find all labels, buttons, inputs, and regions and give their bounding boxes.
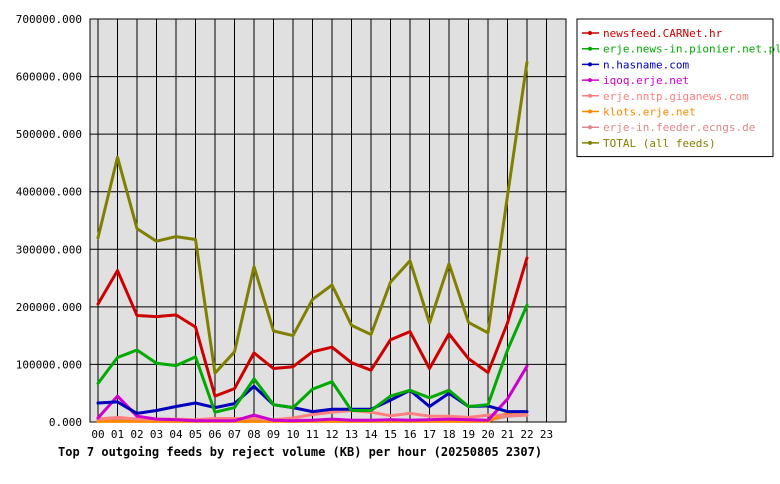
- x-tick-label: 09: [267, 428, 280, 441]
- y-tick-label: 200000.000: [16, 301, 82, 314]
- x-tick-label: 13: [345, 428, 358, 441]
- y-tick-label: 600000.000: [16, 71, 82, 84]
- x-tick-label: 10: [286, 428, 299, 441]
- y-tick-label: 400000.000: [16, 186, 82, 199]
- x-tick-label: 17: [423, 428, 436, 441]
- x-tick-label: 03: [150, 428, 163, 441]
- x-tick-label: 04: [169, 428, 183, 441]
- y-tick-label: 0.000: [49, 416, 82, 429]
- series-line-iqoq-erje-net: [96, 364, 529, 423]
- legend-marker: [588, 109, 592, 114]
- y-tick-label: 500000.000: [16, 128, 82, 141]
- legend-label: newsfeed.CARNet.hr: [603, 27, 723, 40]
- series-lines: [96, 60, 529, 423]
- legend-marker: [588, 46, 592, 51]
- x-tick-label: 12: [325, 428, 338, 441]
- x-tick-label: 05: [189, 428, 202, 441]
- legend-marker: [588, 78, 592, 83]
- legend-label: TOTAL (all feeds): [603, 137, 716, 150]
- x-tick-label: 16: [403, 428, 416, 441]
- x-tick-label: 07: [228, 428, 241, 441]
- legend-label: erje-in.feeder.ecngs.de: [603, 121, 755, 134]
- x-tick-label: 19: [462, 428, 475, 441]
- series-line-newsfeed-carnet-hr: [96, 256, 529, 398]
- legend-label: erje.nntp.giganews.com: [603, 90, 749, 103]
- chart-title: Top 7 outgoing feeds by reject volume (K…: [58, 445, 542, 459]
- legend-marker: [588, 125, 592, 130]
- plot-background: [89, 18, 567, 423]
- legend-label: klots.erje.net: [603, 106, 696, 119]
- series-line-erje-news-in-pionier-net-pl: [96, 303, 529, 414]
- legend-label: n.hasname.com: [603, 58, 689, 71]
- x-tick-label: 23: [540, 428, 553, 441]
- x-tick-label: 02: [130, 428, 143, 441]
- legend-marker: [588, 31, 592, 35]
- x-tick-label: 22: [520, 428, 533, 441]
- legend: newsfeed.CARNet.hr erje.news-in.pionier.n…: [576, 18, 780, 158]
- x-tick-label: 06: [208, 428, 221, 441]
- axes: 0.000 100000.000 200000.000 300000.000 40000…: [16, 13, 553, 441]
- x-tick-label: 11: [306, 428, 319, 441]
- plot-area: [89, 18, 567, 423]
- y-tick-label: 100000.000: [16, 358, 82, 371]
- legend-label: erje.news-in.pionier.net.pl: [603, 43, 780, 56]
- legend-marker: [588, 93, 592, 98]
- x-tick-label: 20: [481, 428, 494, 441]
- x-tick-label: 21: [501, 428, 514, 441]
- y-tick-label: 700000.000: [16, 13, 82, 26]
- x-tick-label: 14: [364, 428, 378, 441]
- legend-marker: [588, 62, 592, 67]
- legend-label: iqoq.erje.net: [603, 74, 689, 87]
- legend-marker: [588, 140, 592, 145]
- x-tick-label: 08: [247, 428, 260, 441]
- x-tick-label: 15: [384, 428, 397, 441]
- y-tick-label: 300000.000: [16, 243, 82, 256]
- legend-box: [576, 18, 774, 158]
- x-tick-label: 18: [442, 428, 455, 441]
- series-line-total-all-feeds-: [96, 60, 529, 375]
- x-tick-label: 00: [91, 428, 104, 441]
- x-tick-label: 01: [111, 428, 124, 441]
